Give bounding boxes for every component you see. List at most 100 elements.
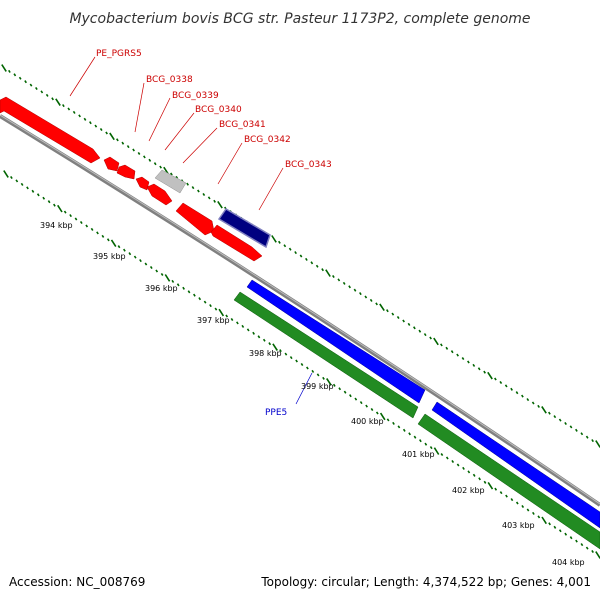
label-BCG_0340-group: BCG_0340 xyxy=(164,105,242,151)
label-BCG_0338[interactable]: BCG_0338 xyxy=(146,75,193,85)
minor-tick xyxy=(429,446,433,450)
minor-tick xyxy=(230,317,234,322)
minor-tick xyxy=(402,319,405,323)
minor-tick xyxy=(338,387,342,391)
minor-tick xyxy=(117,245,121,249)
minor-tick xyxy=(354,397,358,401)
minor-tick xyxy=(510,387,513,391)
minor-tick xyxy=(278,240,281,244)
minor-tick xyxy=(429,336,432,340)
minor-tick xyxy=(67,107,71,111)
gene-BCG_0340[interactable] xyxy=(135,176,150,191)
minor-tick xyxy=(467,470,471,474)
major-tick xyxy=(3,170,9,178)
minor-tick xyxy=(132,148,135,152)
accession-text: Accession: NC_008769 xyxy=(9,575,145,589)
map-title: Mycobacterium bovis BCG str. Pasteur 117… xyxy=(69,11,530,27)
minor-tick xyxy=(440,343,443,347)
major-tick xyxy=(109,132,115,141)
gene-BCG_0339[interactable] xyxy=(116,164,136,180)
gene-BCG_0342[interactable] xyxy=(154,169,187,194)
tick-label: 398 kbp xyxy=(249,349,282,358)
minor-tick xyxy=(575,539,578,543)
minor-tick xyxy=(467,360,470,364)
minor-tick xyxy=(499,491,503,495)
gene-BCG_0338[interactable] xyxy=(103,156,120,172)
minor-tick xyxy=(423,333,427,337)
major-tick xyxy=(271,235,277,243)
minor-tick xyxy=(149,265,153,270)
label-PPE5[interactable]: PPE5 xyxy=(265,408,287,418)
minor-tick xyxy=(322,376,325,380)
label-BCG_0343[interactable]: BCG_0343 xyxy=(285,160,332,170)
gene-BCG_0341[interactable] xyxy=(146,183,173,206)
minor-tick xyxy=(123,248,126,252)
minor-tick xyxy=(13,73,17,77)
minor-tick xyxy=(348,285,351,289)
minor-tick xyxy=(450,350,454,354)
minor-tick xyxy=(462,466,465,470)
minor-tick xyxy=(24,80,27,84)
gene-BCG_0343b[interactable] xyxy=(210,224,263,262)
minor-tick xyxy=(295,359,298,363)
minor-tick xyxy=(106,238,110,242)
minor-tick xyxy=(585,546,589,550)
minor-tick xyxy=(413,326,416,330)
minor-tick xyxy=(8,69,11,73)
major-tick xyxy=(217,200,223,209)
minor-tick xyxy=(53,203,56,207)
label-BCG_0342[interactable]: BCG_0342 xyxy=(244,135,291,145)
minor-tick xyxy=(526,508,530,512)
minor-tick xyxy=(40,90,44,94)
minor-tick xyxy=(532,511,535,515)
minor-tick xyxy=(268,342,272,346)
gene-selected[interactable] xyxy=(217,208,271,249)
minor-tick xyxy=(315,264,319,268)
label-BCG_0340[interactable]: BCG_0340 xyxy=(195,105,242,115)
major-tick xyxy=(379,303,385,312)
tick-label: 404 kbp xyxy=(552,558,585,567)
minor-tick xyxy=(332,383,336,387)
label-BCG_0339[interactable]: BCG_0339 xyxy=(172,91,219,101)
topology-text: Topology: circular; Length: 4,374,522 bp… xyxy=(260,575,591,589)
minor-tick xyxy=(305,257,308,261)
gene-PPE5b[interactable] xyxy=(431,401,600,529)
minor-tick xyxy=(213,199,216,203)
minor-tick xyxy=(526,398,530,402)
minor-tick xyxy=(365,404,368,408)
minor-tick xyxy=(214,307,218,311)
minor-tick xyxy=(159,165,162,169)
minor-tick xyxy=(359,401,363,405)
gene-BCG_0343[interactable] xyxy=(175,202,215,236)
minor-tick xyxy=(337,278,341,282)
label-BCG_0343-group: BCG_0343 xyxy=(258,160,332,211)
minor-tick xyxy=(139,259,142,263)
minor-tick xyxy=(392,421,395,425)
minor-tick xyxy=(197,189,200,193)
gene-reverse-green-1[interactable] xyxy=(233,291,419,419)
label-BCG_0342-group: BCG_0342 xyxy=(217,135,291,185)
gene-reverse-green-2[interactable] xyxy=(417,413,600,550)
minor-tick xyxy=(499,380,503,385)
label-BCG_0339-group: BCG_0339 xyxy=(148,91,219,142)
minor-tick xyxy=(45,93,49,97)
minor-tick xyxy=(137,151,141,155)
label-PE_PGRS5[interactable]: PE_PGRS5 xyxy=(96,49,142,59)
gene-PPE5[interactable] xyxy=(246,279,426,404)
minor-tick xyxy=(558,529,562,533)
minor-tick xyxy=(521,504,525,509)
minor-tick xyxy=(171,279,175,283)
minor-tick xyxy=(36,193,40,197)
minor-tick xyxy=(321,268,324,272)
minor-tick xyxy=(564,532,568,536)
minor-tick xyxy=(143,155,146,159)
minor-tick xyxy=(591,439,594,443)
minor-tick xyxy=(20,182,24,186)
minor-tick xyxy=(461,357,465,361)
major-tick xyxy=(541,406,547,414)
minor-tick xyxy=(311,369,315,373)
minor-tick xyxy=(153,162,157,166)
label-BCG_0341[interactable]: BCG_0341 xyxy=(219,120,266,130)
minor-tick xyxy=(294,251,297,255)
gene-PE_PGRS5[interactable] xyxy=(0,96,101,164)
